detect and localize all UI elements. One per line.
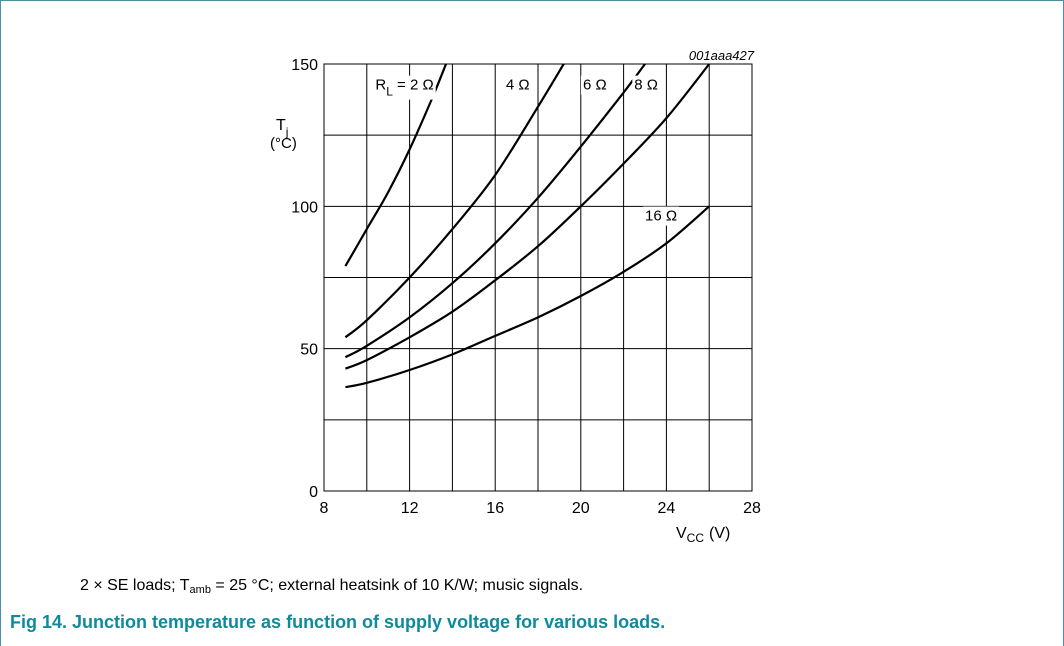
footnote: 2 × SE loads; Tamb = 25 °C; external hea… <box>80 577 583 596</box>
frame-left-border <box>0 0 1 646</box>
chart: 8 12 16 20 24 28 0 50 100 150 RL = 2 Ω 4 Ω 6 Ω 8 Ω 16… <box>270 48 761 545</box>
x-tick-label: 20 <box>572 500 590 517</box>
x-axis-unit: (V) <box>709 525 730 542</box>
series-line-3 <box>345 63 711 370</box>
series-label-bg <box>503 75 532 95</box>
y-tick-label: 50 <box>300 342 318 359</box>
series-label-bg <box>643 206 680 226</box>
plot-frame <box>323 63 753 492</box>
series-label-bg <box>632 75 661 95</box>
series-label-bg <box>373 75 436 100</box>
x-tick-label: 16 <box>486 500 504 517</box>
grid <box>323 63 753 492</box>
frame-top-border <box>0 0 1064 1</box>
tick-labels: 8 12 16 20 24 28 0 50 100 150 <box>291 57 761 517</box>
x-tick-label: 8 <box>320 500 329 517</box>
series-line-4 <box>345 205 710 389</box>
series-label-2: 6 Ω <box>583 77 607 94</box>
y-axis-symbol: T <box>276 117 286 134</box>
footnote-suffix: = 25 °C; external heatsink of 10 K/W; mu… <box>210 577 584 594</box>
series <box>344 63 711 389</box>
footnote-prefix: 2 × SE loads; T <box>80 577 190 594</box>
y-tick-label: 0 <box>309 484 318 501</box>
series-label-3: 8 Ω <box>634 77 658 94</box>
series-label-1: 4 Ω <box>506 77 530 94</box>
x-axis-subscript: CC <box>687 531 705 545</box>
y-axis-unit: (°C) <box>270 135 297 152</box>
x-tick-label: 24 <box>658 500 676 517</box>
footnote-subscript: amb <box>189 584 211 596</box>
series-label-4: 16 Ω <box>645 208 677 225</box>
series-line-2 <box>344 63 646 359</box>
y-tick-label: 100 <box>291 199 318 216</box>
figure-caption: Fig 14. Junction temperature as function… <box>10 612 666 632</box>
series-labels: RL = 2 Ω 4 Ω 6 Ω 8 Ω 16 Ω <box>373 75 680 226</box>
y-axis-subscript: j <box>285 125 289 139</box>
series-label-0: RL = 2 Ω <box>375 77 433 99</box>
series-line-1 <box>344 63 565 339</box>
x-tick-label: 12 <box>401 500 419 517</box>
x-tick-label: 28 <box>743 500 761 517</box>
x-axis-label: VCC (V) <box>676 525 730 545</box>
series-label-bg <box>580 75 609 95</box>
y-tick-label: 150 <box>291 57 318 74</box>
chart-code: 001aaa427 <box>689 48 755 63</box>
x-axis-symbol: V <box>676 525 687 542</box>
y-axis-label: Tj <box>276 117 288 139</box>
